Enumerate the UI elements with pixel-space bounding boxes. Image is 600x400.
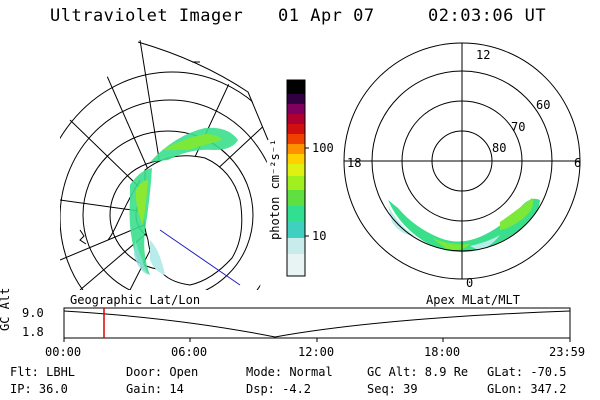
geographic-caption: Geographic Lat/Lon — [70, 293, 201, 307]
time-tick-1800: 18:00 — [424, 345, 461, 359]
gain-info: Gain: 14 — [126, 382, 184, 396]
colorbar — [286, 79, 309, 277]
colorbar-unit-label: photon cm⁻²s⁻¹ — [268, 138, 282, 240]
apex-caption: Apex MLat/MLT — [426, 293, 520, 307]
mlat-label-80: 80 — [492, 141, 507, 155]
colorbar-tick-100: 100 — [312, 141, 334, 155]
time-label: 02:03:06 UT — [428, 6, 547, 26]
time-tick-1200: 12:00 — [298, 345, 335, 359]
app-title: Ultraviolet Imager — [50, 6, 244, 26]
altitude-plot — [63, 307, 571, 342]
gc-alt-info: GC Alt: 8.9 Re — [367, 365, 469, 379]
colorbar-tick-10: 10 — [312, 229, 327, 243]
altitude-ytick-low: 1.8 — [22, 325, 44, 339]
altitude-ytick-high: 9.0 — [22, 306, 44, 320]
geographic-map — [60, 40, 269, 290]
dsp-info: Dsp: -4.2 — [246, 382, 312, 396]
polar-plot — [343, 42, 581, 280]
time-tick-2359: 23:59 — [549, 345, 586, 359]
glon-info: GLon: 347.2 — [487, 382, 567, 396]
glat-info: GLat: -70.5 — [487, 365, 567, 379]
mlt-label-12: 12 — [476, 48, 491, 62]
time-tick-0000: 00:00 — [45, 345, 82, 359]
altitude-ylabel: GC Alt — [0, 287, 12, 331]
mlt-label-6: 6 — [574, 156, 582, 170]
door-info: Door: Open — [126, 365, 199, 379]
mode-info: Mode: Normal — [246, 365, 333, 379]
flt-info: Flt: LBHL — [10, 365, 76, 379]
date-label: 01 Apr 07 — [278, 6, 375, 26]
mlat-label-60: 60 — [536, 98, 551, 112]
aurora-emission-left — [129, 127, 238, 275]
time-tick-0600: 06:00 — [171, 345, 208, 359]
mlt-label-18: 18 — [347, 156, 362, 170]
mlt-label-0: 0 — [466, 276, 474, 290]
ip-info: IP: 36.0 — [10, 382, 68, 396]
mlat-label-70: 70 — [511, 120, 526, 134]
seq-info: Seq: 39 — [367, 382, 418, 396]
